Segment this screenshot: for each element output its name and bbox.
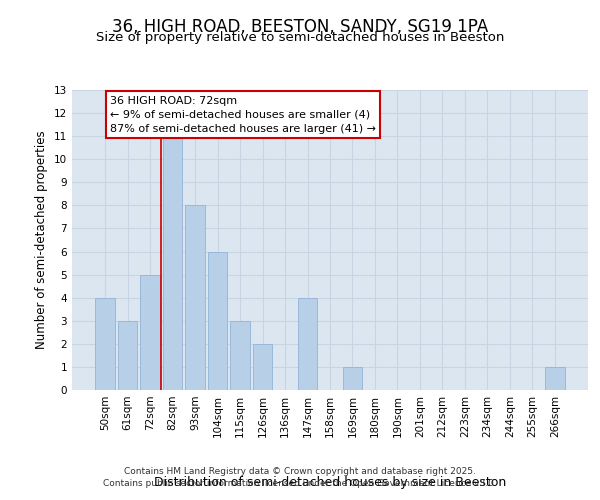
Bar [298,298,317,390]
Bar [545,367,565,390]
Y-axis label: Number of semi-detached properties: Number of semi-detached properties [35,130,49,350]
Bar [140,274,160,390]
Bar [253,344,272,390]
Text: 36 HIGH ROAD: 72sqm
← 9% of semi-detached houses are smaller (4)
87% of semi-det: 36 HIGH ROAD: 72sqm ← 9% of semi-detache… [110,96,376,134]
Bar [118,321,137,390]
Text: Size of property relative to semi-detached houses in Beeston: Size of property relative to semi-detach… [96,31,504,44]
Bar [185,206,205,390]
Bar [343,367,362,390]
Bar [208,252,227,390]
Text: 36, HIGH ROAD, BEESTON, SANDY, SG19 1PA: 36, HIGH ROAD, BEESTON, SANDY, SG19 1PA [112,18,488,36]
Bar [95,298,115,390]
Text: Contains HM Land Registry data © Crown copyright and database right 2025.
Contai: Contains HM Land Registry data © Crown c… [103,466,497,487]
Bar [163,136,182,390]
Bar [230,321,250,390]
X-axis label: Distribution of semi-detached houses by size in Beeston: Distribution of semi-detached houses by … [154,476,506,489]
